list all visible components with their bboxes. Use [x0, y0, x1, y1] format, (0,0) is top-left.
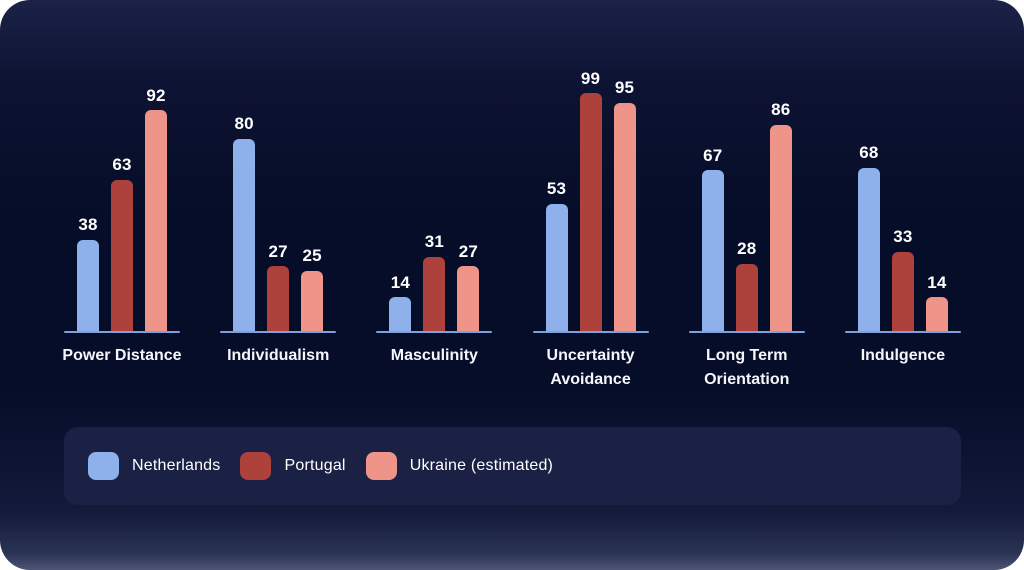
bar-portugal-masculinity[interactable]	[423, 256, 446, 331]
bar-netherlands-individualism[interactable]	[233, 139, 256, 331]
bar-value-label: 33	[893, 227, 913, 247]
category-group-indulgence: 68 33 14 Indulgence	[844, 63, 961, 392]
bar-value-label: 25	[302, 246, 322, 266]
category-group-masculinity: 14 31 27 Masculinity	[376, 63, 493, 392]
bar-value-label: 28	[737, 239, 757, 259]
category-label: Power Distance	[62, 347, 182, 364]
legend-label-netherlands: Netherlands	[132, 457, 221, 474]
bar-value-label: 14	[927, 272, 947, 292]
bar-value-label: 67	[703, 145, 723, 165]
axis-baseline	[376, 331, 493, 333]
bar-group-item: 25	[301, 246, 324, 331]
legend-item-ukraine-estimated[interactable]: Ukraine (estimated)	[365, 452, 554, 480]
bar-group-item: 92	[145, 85, 167, 331]
bar-group-item: 33	[891, 227, 914, 331]
bar-value-label: 63	[112, 155, 132, 175]
bar-group-item: 99	[579, 68, 602, 331]
bars-power-distance: 38 63 92	[64, 63, 180, 331]
bar-portugal-power-distance[interactable]	[111, 179, 133, 331]
category-label: Masculinity	[390, 347, 478, 364]
axis-baseline	[844, 331, 961, 333]
bar-group-item: 38	[77, 215, 99, 331]
bar-value-label: 99	[580, 68, 601, 88]
bar-portugal-individualism[interactable]	[267, 266, 290, 331]
bar-ukraine-estimated-long-term-orientation[interactable]	[769, 124, 792, 331]
axis-baseline	[64, 331, 180, 333]
bar-group-item: 27	[457, 241, 480, 331]
bar-chart: 38 63 92 Power Distance 80 27 25 Individualism 1…	[62, 63, 961, 392]
bar-netherlands-indulgence[interactable]	[857, 167, 880, 331]
category-group-long-term-orientation: 67 28 86 Long Term Orientation	[688, 63, 805, 392]
bar-group-item: 95	[613, 78, 636, 331]
legend-item-portugal[interactable]: Portugal	[240, 452, 345, 480]
category-label: Long Term Orientation	[704, 347, 790, 388]
bars-individualism: 80 27 25	[220, 63, 336, 331]
category-label: Individualism	[227, 347, 330, 364]
bar-value-label: 92	[146, 85, 166, 105]
category-group-uncertainty-avoidance: 53 99 95 Uncertainty Avoidance	[532, 63, 649, 392]
legend-swatch-ukraine-estimated	[365, 452, 397, 480]
legend-label-ukraine-estimated: Ukraine (estimated)	[409, 457, 554, 474]
axis-baseline	[688, 331, 805, 333]
bar-group-item: 14	[389, 272, 412, 331]
category-group-individualism: 80 27 25 Individualism	[220, 63, 337, 392]
bars-long-term-orientation: 67 28 86	[689, 63, 805, 331]
category-label: Indulgence	[860, 347, 946, 364]
axis-baseline	[532, 331, 649, 333]
bar-group-item: 68	[857, 143, 880, 331]
bar-group-item: 63	[111, 155, 133, 331]
bar-group-item: 28	[735, 239, 758, 331]
bars-indulgence: 68 33 14	[845, 63, 961, 331]
bar-netherlands-uncertainty-avoidance[interactable]	[545, 203, 568, 331]
bar-value-label: 53	[546, 179, 567, 199]
bar-portugal-indulgence[interactable]	[891, 251, 914, 331]
bar-value-label: 31	[424, 231, 445, 251]
bar-value-label: 27	[458, 241, 479, 261]
bars-uncertainty-avoidance: 53 99 95	[533, 63, 649, 331]
legend-label-portugal: Portugal	[284, 457, 346, 474]
bar-netherlands-long-term-orientation[interactable]	[701, 170, 724, 331]
bar-group-item: 67	[701, 145, 724, 331]
legend-item-netherlands[interactable]: Netherlands	[88, 452, 220, 480]
bar-portugal-long-term-orientation[interactable]	[735, 263, 758, 331]
bar-netherlands-masculinity[interactable]	[389, 297, 412, 331]
bar-ukraine-estimated-power-distance[interactable]	[145, 110, 167, 331]
legend-swatch-netherlands	[88, 452, 119, 480]
bar-value-label: 86	[771, 99, 791, 119]
bar-value-label: 38	[78, 215, 98, 235]
bar-ukraine-estimated-uncertainty-avoidance[interactable]	[613, 103, 636, 331]
bar-value-label: 95	[614, 78, 635, 98]
bar-ukraine-estimated-indulgence[interactable]	[925, 297, 948, 331]
bar-value-label: 80	[234, 114, 254, 134]
bar-ukraine-estimated-masculinity[interactable]	[457, 266, 480, 331]
axis-baseline	[220, 331, 337, 333]
bar-portugal-uncertainty-avoidance[interactable]	[579, 93, 602, 331]
bar-netherlands-power-distance[interactable]	[77, 239, 99, 331]
bar-group-item: 14	[925, 272, 948, 331]
bar-ukraine-estimated-individualism[interactable]	[301, 271, 324, 331]
bar-group-item: 86	[769, 99, 792, 331]
bars-masculinity: 14 31 27	[376, 63, 492, 331]
legend-swatch-portugal	[240, 452, 272, 480]
bar-group-item: 80	[233, 114, 256, 331]
bar-group-item: 53	[545, 179, 568, 331]
bar-group-item: 31	[423, 231, 446, 331]
bar-value-label: 27	[268, 241, 288, 261]
category-group-power-distance: 38 63 92 Power Distance	[62, 63, 181, 392]
bar-value-label: 14	[390, 272, 411, 292]
chart-legend: Netherlands Portugal Ukraine (estimated)	[64, 427, 961, 505]
bar-group-item: 27	[267, 241, 290, 331]
category-label: Uncertainty Avoidance	[546, 347, 635, 388]
bar-value-label: 68	[859, 143, 879, 163]
